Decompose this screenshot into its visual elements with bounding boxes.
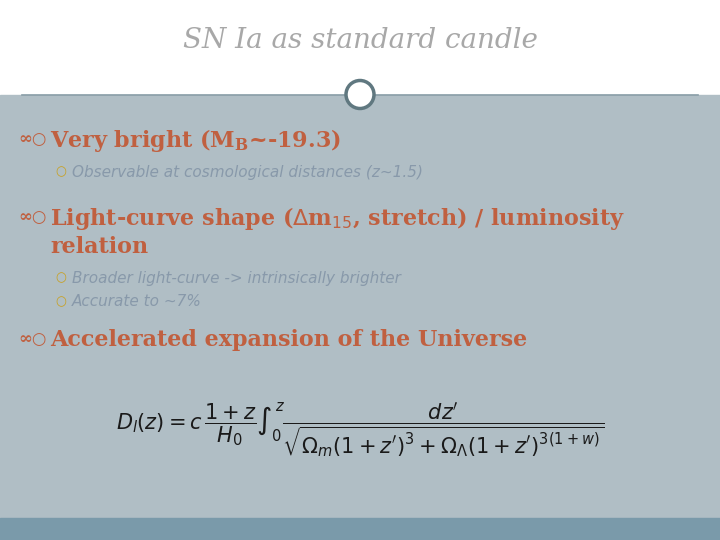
Circle shape [346, 80, 374, 109]
Text: Light-curve shape ($\Delta$m$_{15}$, stretch) / luminosity: Light-curve shape ($\Delta$m$_{15}$, str… [50, 205, 625, 232]
Text: ○: ○ [55, 272, 66, 285]
Text: ∞○: ∞○ [18, 132, 46, 148]
Text: ○: ○ [55, 295, 66, 308]
Text: relation: relation [50, 236, 148, 258]
Text: ○: ○ [55, 165, 66, 179]
Text: Accelerated expansion of the Universe: Accelerated expansion of the Universe [50, 329, 527, 351]
Text: ∞○: ∞○ [18, 210, 46, 226]
Text: Very bright (M$_\mathregular{B}$~-19.3): Very bright (M$_\mathregular{B}$~-19.3) [50, 126, 341, 153]
Text: ∞○: ∞○ [18, 332, 46, 348]
Text: $D_l(z) = c\,\dfrac{1+z}{H_0}\int_0^z \dfrac{dz'}{\sqrt{\Omega_m(1+z')^3 + \Omeg: $D_l(z) = c\,\dfrac{1+z}{H_0}\int_0^z \d… [116, 400, 604, 460]
Text: SN Ia as standard candle: SN Ia as standard candle [183, 26, 537, 53]
Text: Broader light-curve -> intrinsically brighter: Broader light-curve -> intrinsically bri… [72, 271, 401, 286]
Text: Observable at cosmological distances (z~1.5): Observable at cosmological distances (z~… [72, 165, 423, 179]
Text: Accurate to ~7%: Accurate to ~7% [72, 294, 202, 309]
